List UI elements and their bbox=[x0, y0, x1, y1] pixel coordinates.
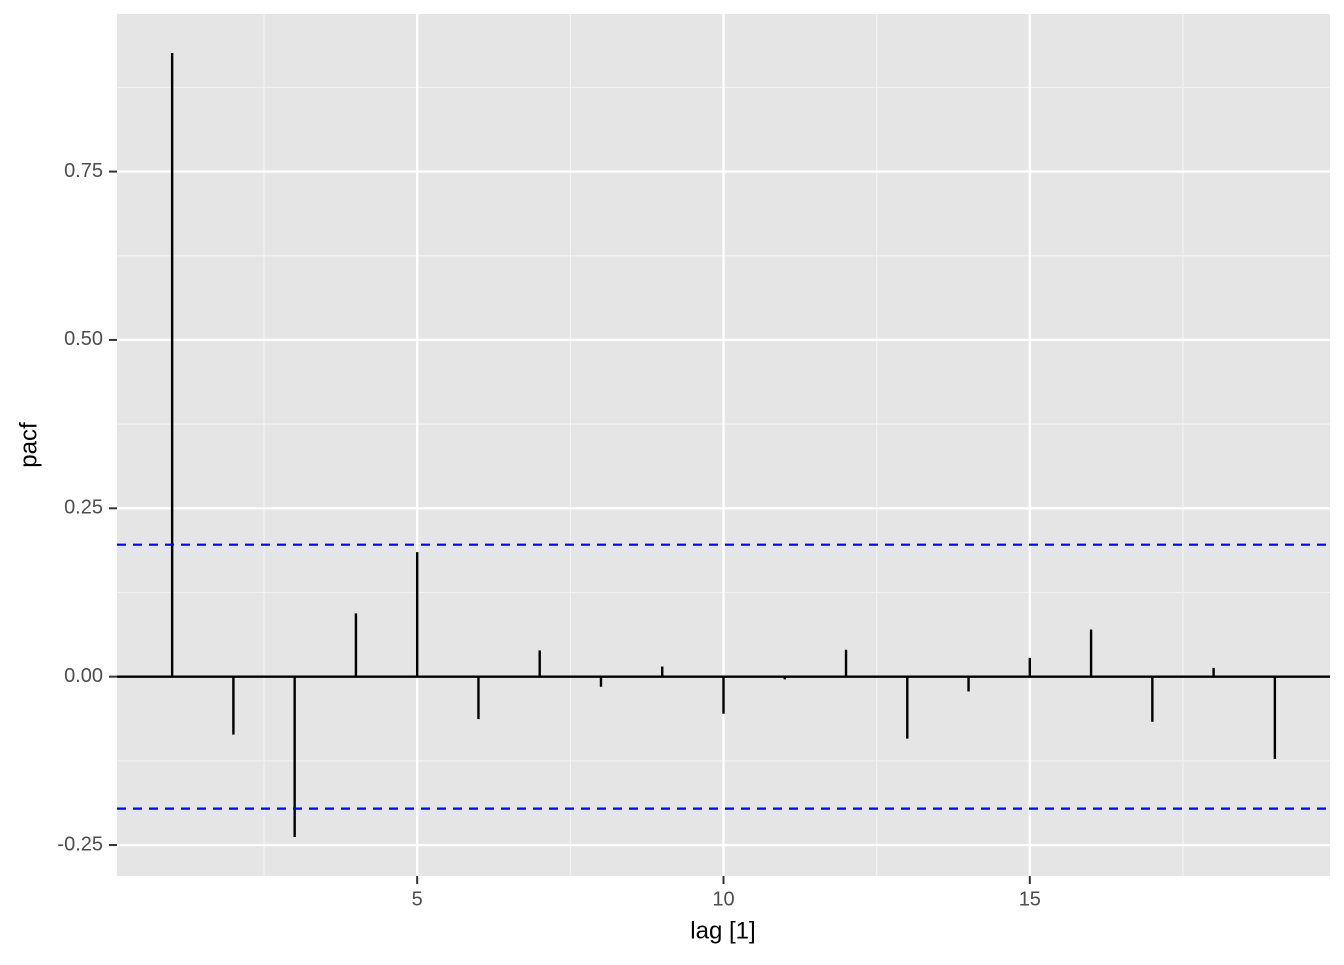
y-tick-label: 0.00 bbox=[64, 665, 103, 687]
x-tick-label: 15 bbox=[1019, 888, 1041, 910]
y-axis-title: pacf bbox=[15, 422, 42, 468]
y-tick-label: -0.25 bbox=[57, 833, 103, 855]
y-tick-label: 0.50 bbox=[64, 328, 103, 350]
y-tick-label: 0.75 bbox=[64, 160, 103, 182]
x-tick-label: 10 bbox=[712, 888, 734, 910]
x-axis-title: lag [1] bbox=[690, 917, 755, 944]
x-tick-label: 5 bbox=[412, 888, 423, 910]
y-tick-label: 0.25 bbox=[64, 497, 103, 519]
